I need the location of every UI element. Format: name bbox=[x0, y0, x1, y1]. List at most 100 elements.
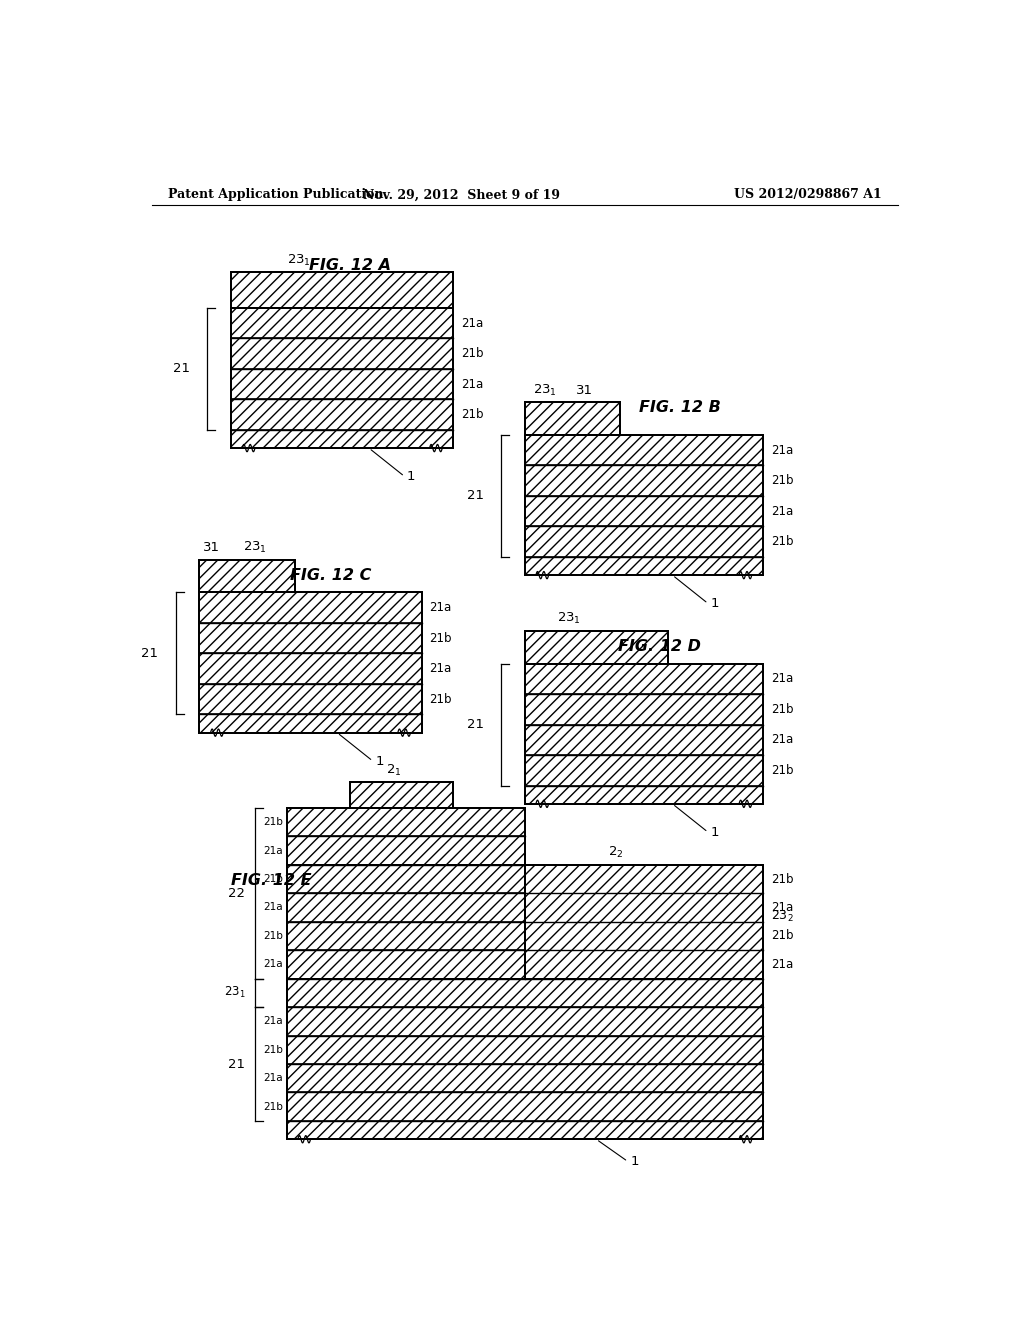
Bar bbox=[287, 1121, 763, 1139]
Text: 21a: 21a bbox=[430, 663, 452, 675]
Text: 21a: 21a bbox=[263, 846, 283, 855]
Text: 21a: 21a bbox=[462, 317, 483, 330]
Text: 21b: 21b bbox=[430, 693, 452, 706]
Bar bbox=[524, 403, 620, 434]
Bar bbox=[200, 684, 422, 714]
Text: 21b: 21b bbox=[462, 347, 483, 360]
Text: 1: 1 bbox=[631, 1155, 639, 1168]
Text: 21: 21 bbox=[173, 362, 189, 375]
Text: 21a: 21a bbox=[263, 1016, 283, 1027]
Text: 21b: 21b bbox=[462, 408, 483, 421]
Text: FIG. 12 E: FIG. 12 E bbox=[230, 873, 311, 887]
Text: 21b: 21b bbox=[263, 931, 283, 941]
Bar bbox=[231, 308, 454, 338]
Bar bbox=[200, 714, 422, 733]
Bar bbox=[231, 338, 454, 368]
Bar bbox=[350, 783, 454, 808]
Bar bbox=[287, 1093, 763, 1121]
Text: 21a: 21a bbox=[430, 601, 452, 614]
Text: 21: 21 bbox=[141, 647, 158, 660]
Text: 21a: 21a bbox=[771, 958, 793, 972]
Bar bbox=[524, 557, 763, 576]
Text: 21b: 21b bbox=[771, 873, 794, 886]
Bar bbox=[524, 434, 763, 576]
Text: 21a: 21a bbox=[771, 734, 793, 746]
Text: 21: 21 bbox=[228, 1057, 246, 1071]
Bar bbox=[524, 865, 763, 978]
Bar bbox=[524, 403, 620, 434]
Bar bbox=[287, 1036, 763, 1064]
Bar bbox=[524, 755, 763, 785]
Bar bbox=[200, 593, 422, 623]
Text: 31: 31 bbox=[204, 541, 220, 554]
Text: 21a: 21a bbox=[263, 1073, 283, 1084]
Bar bbox=[524, 664, 763, 694]
Bar bbox=[524, 631, 668, 664]
Text: FIG. 12 D: FIG. 12 D bbox=[618, 639, 701, 653]
Text: 21b: 21b bbox=[263, 1102, 283, 1111]
Bar bbox=[231, 368, 454, 399]
Bar bbox=[200, 560, 295, 593]
Text: 23$_1$: 23$_1$ bbox=[224, 985, 246, 1001]
Bar bbox=[524, 496, 763, 527]
Text: 23$_1$: 23$_1$ bbox=[532, 383, 557, 397]
Text: 2$_2$: 2$_2$ bbox=[608, 845, 624, 861]
Text: 1: 1 bbox=[711, 597, 719, 610]
Bar bbox=[200, 560, 295, 593]
Text: 21b: 21b bbox=[771, 929, 794, 942]
Text: 21b: 21b bbox=[263, 1045, 283, 1055]
Bar bbox=[524, 434, 763, 466]
Bar bbox=[287, 921, 524, 950]
Text: 21a: 21a bbox=[771, 504, 793, 517]
Bar bbox=[287, 950, 524, 978]
Bar bbox=[524, 664, 763, 804]
Bar bbox=[287, 978, 763, 1139]
Bar bbox=[231, 308, 454, 447]
Text: 21a: 21a bbox=[771, 902, 793, 913]
Text: 21b: 21b bbox=[263, 817, 283, 828]
Text: 23$_1$: 23$_1$ bbox=[557, 611, 581, 627]
Bar bbox=[524, 725, 763, 755]
Text: 21a: 21a bbox=[462, 378, 483, 391]
Text: FIG. 12 A: FIG. 12 A bbox=[309, 257, 391, 273]
Text: Nov. 29, 2012  Sheet 9 of 19: Nov. 29, 2012 Sheet 9 of 19 bbox=[362, 189, 560, 202]
Text: 22: 22 bbox=[228, 887, 246, 900]
Bar bbox=[350, 783, 454, 808]
Text: 21b: 21b bbox=[263, 874, 283, 884]
Bar bbox=[524, 785, 763, 804]
Text: 1: 1 bbox=[407, 470, 416, 483]
Text: 21b: 21b bbox=[771, 474, 794, 487]
Text: 21a: 21a bbox=[263, 903, 283, 912]
Bar bbox=[231, 272, 454, 308]
Bar bbox=[231, 430, 454, 447]
Text: 31: 31 bbox=[577, 384, 593, 396]
Text: 21b: 21b bbox=[771, 702, 794, 715]
Bar bbox=[287, 865, 524, 894]
Text: 23$_1$: 23$_1$ bbox=[287, 252, 310, 268]
Bar bbox=[287, 808, 524, 837]
Text: 21a: 21a bbox=[771, 672, 793, 685]
Bar bbox=[231, 399, 454, 430]
Text: 21: 21 bbox=[467, 718, 483, 731]
Bar bbox=[524, 631, 668, 664]
Bar bbox=[524, 527, 763, 557]
Bar bbox=[287, 837, 524, 865]
Text: 21: 21 bbox=[467, 490, 483, 503]
Text: 23$_2$: 23$_2$ bbox=[771, 908, 794, 924]
Bar bbox=[524, 466, 763, 496]
Bar bbox=[524, 865, 763, 978]
Text: 23$_1$: 23$_1$ bbox=[243, 540, 267, 556]
Text: 21b: 21b bbox=[771, 535, 794, 548]
Bar bbox=[287, 1007, 763, 1036]
Bar bbox=[287, 978, 763, 1007]
Text: US 2012/0298867 A1: US 2012/0298867 A1 bbox=[734, 189, 882, 202]
Bar bbox=[231, 272, 454, 308]
Text: 21b: 21b bbox=[430, 632, 452, 644]
Bar bbox=[200, 623, 422, 653]
Bar bbox=[287, 1064, 763, 1093]
Text: 1: 1 bbox=[711, 826, 719, 838]
Bar bbox=[524, 694, 763, 725]
Text: 2$_1$: 2$_1$ bbox=[386, 763, 401, 777]
Text: 21a: 21a bbox=[263, 960, 283, 969]
Text: 21a: 21a bbox=[771, 444, 793, 457]
